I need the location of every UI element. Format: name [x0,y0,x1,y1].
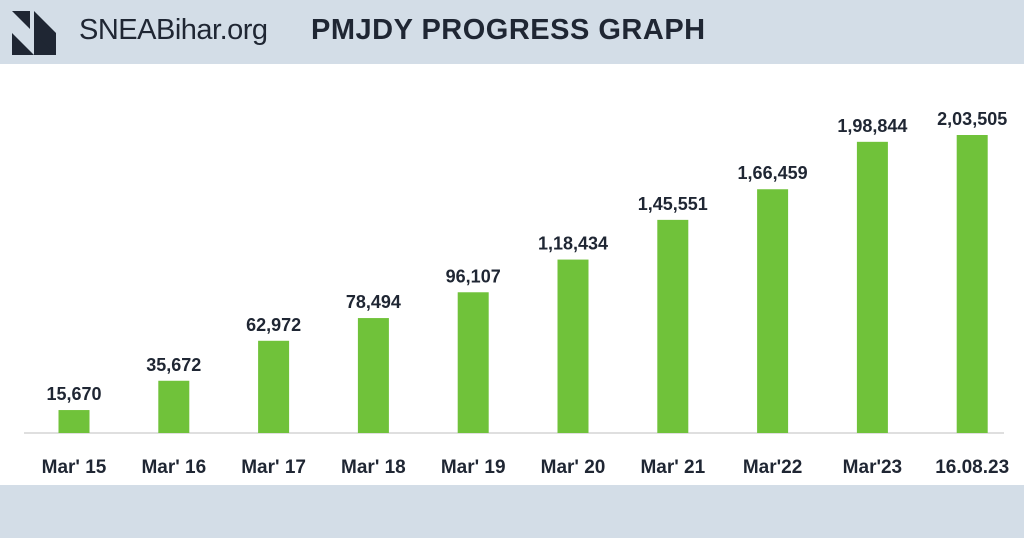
x-tick-label: 16.08.23 [935,457,1009,478]
x-tick-label: Mar' 21 [640,457,705,478]
data-label: 1,66,459 [738,163,808,183]
bar [757,189,789,433]
data-label: 2,03,505 [937,109,1007,129]
x-tick-label: Mar'23 [843,457,902,478]
bar-chart: 15,670 Mar' 15 35,672 Mar' 16 62,972 Mar' 17 7… [24,109,1009,478]
bar [158,380,190,433]
data-label: 62,972 [246,315,301,335]
data-label: 1,98,844 [837,116,907,136]
bar [956,135,988,433]
bar [657,219,689,433]
chart-panel: 15,670 Mar' 15 35,672 Mar' 16 62,972 Mar' 17 7… [0,64,1024,485]
bar [457,292,489,433]
data-label: 35,672 [146,355,201,375]
data-label: 78,494 [346,292,401,312]
data-label: 1,45,551 [638,194,708,214]
data-label: 96,107 [446,266,501,286]
sneabihar-logo-icon [12,11,56,55]
x-tick-label: Mar' 19 [441,457,506,478]
x-tick-label: Mar' 20 [541,457,606,478]
data-label: 15,670 [46,384,101,404]
bar [856,141,888,433]
bar [557,259,589,433]
bar [357,318,389,433]
x-tick-label: Mar' 15 [42,457,107,478]
footer-band [0,485,1024,538]
x-tick-label: Mar'22 [743,457,802,478]
x-tick-label: Mar' 18 [341,457,406,478]
x-tick-label: Mar' 16 [141,457,206,478]
page-title: PMJDY PROGRESS GRAPH [311,14,706,46]
site-name[interactable]: SNEABihar.org [79,14,268,46]
x-tick-label: Mar' 17 [241,457,306,478]
bar [258,340,290,433]
bar [58,410,90,433]
header-bar: SNEABihar.org PMJDY PROGRESS GRAPH [0,0,1024,64]
data-label: 1,18,434 [538,234,608,254]
